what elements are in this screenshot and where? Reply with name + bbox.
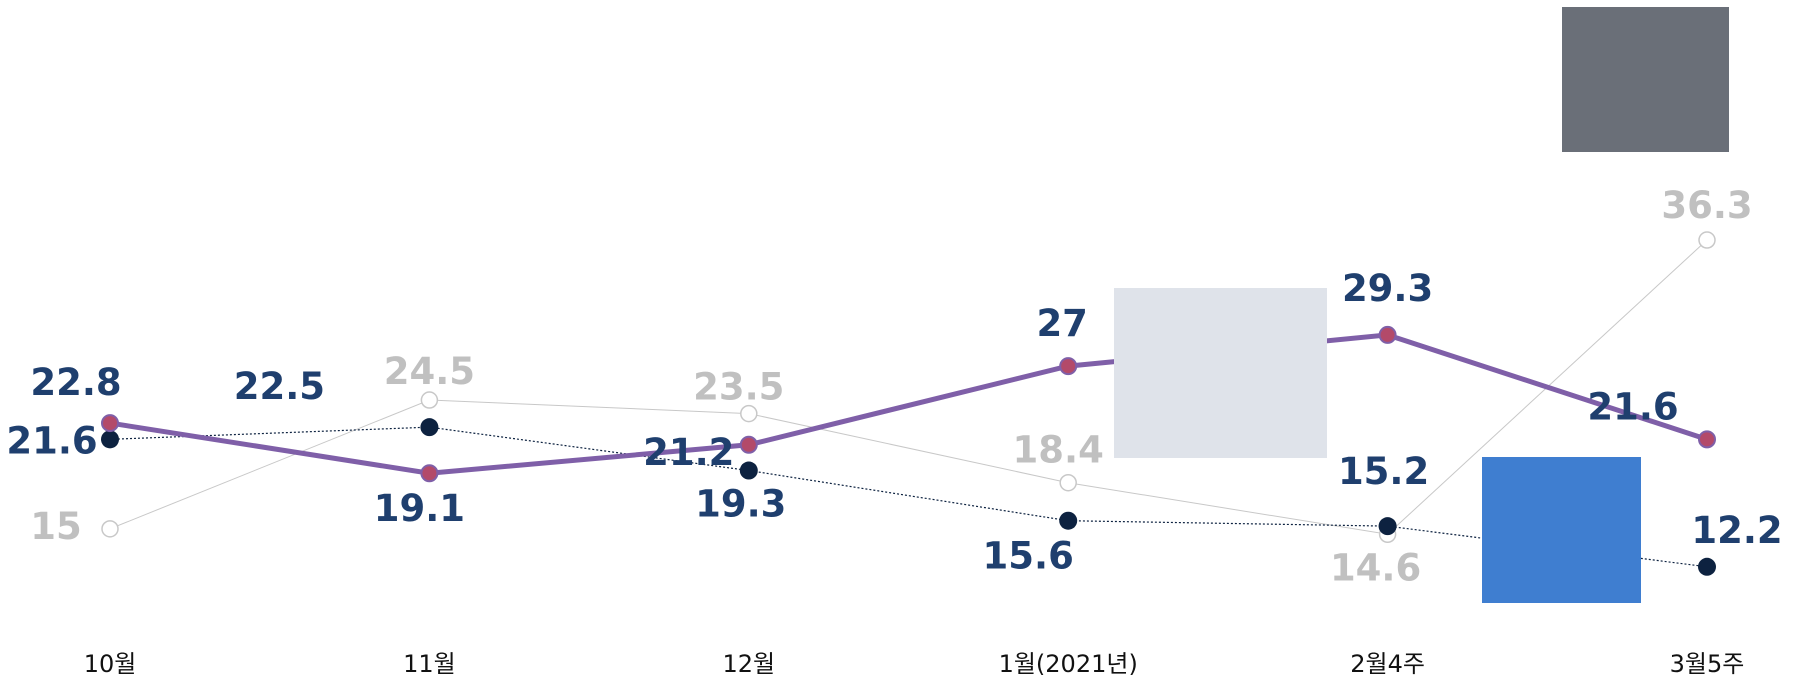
x-tick-label: 11월: [403, 650, 456, 678]
marker: [1698, 558, 1716, 576]
photo: [1114, 288, 1327, 458]
marker: [1699, 431, 1715, 447]
marker: [420, 418, 438, 436]
marker: [1060, 475, 1076, 491]
value-label: 21.6: [1587, 385, 1678, 428]
x-tick-label: 1월(2021년): [999, 650, 1138, 678]
x-tick-label: 12월: [722, 650, 775, 678]
value-label: 12.2: [1691, 509, 1782, 552]
value-label: 24.5: [384, 350, 475, 393]
marker: [102, 415, 118, 431]
marker: [741, 437, 757, 453]
chart: 10월 11월 12월 1월(2021년) 2월4주 3월5주 15 24.5 23.5 18.4…: [0, 0, 1799, 678]
value-label: 22.5: [234, 365, 325, 408]
marker: [421, 392, 437, 408]
value-label: 15: [30, 505, 82, 548]
page: 10월 11월 12월 1월(2021년) 2월4주 3월5주 15 24.5 23.5 18.4…: [0, 0, 1799, 678]
value-label: 23.5: [693, 366, 784, 409]
value-label: 15.2: [1338, 450, 1429, 493]
marker: [102, 521, 118, 537]
value-label: 18.4: [1013, 429, 1104, 472]
value-label: 21.6: [6, 419, 97, 462]
marker: [421, 465, 437, 481]
marker: [1059, 512, 1077, 530]
x-tick-label: 3월5주: [1670, 650, 1745, 678]
photo: [1562, 7, 1729, 152]
value-label: 15.6: [983, 535, 1074, 578]
value-label: 14.6: [1330, 546, 1421, 589]
value-label: 19.1: [374, 487, 465, 530]
marker: [101, 430, 119, 448]
value-label: 36.3: [1661, 184, 1752, 227]
value-label: 27: [1036, 302, 1088, 345]
value-label: 19.3: [695, 483, 786, 526]
marker: [1060, 358, 1076, 374]
value-label: 22.8: [30, 361, 121, 404]
photo: [1482, 457, 1641, 603]
series-line: [110, 240, 1707, 534]
series-line: [110, 335, 1707, 473]
value-label: 29.3: [1342, 267, 1433, 310]
marker: [740, 462, 758, 480]
x-tick-label: 10월: [84, 650, 137, 678]
marker: [1699, 232, 1715, 248]
marker: [1380, 327, 1396, 343]
marker: [1379, 517, 1397, 535]
value-label: 21.2: [643, 431, 734, 474]
x-tick-label: 2월4주: [1350, 650, 1425, 678]
